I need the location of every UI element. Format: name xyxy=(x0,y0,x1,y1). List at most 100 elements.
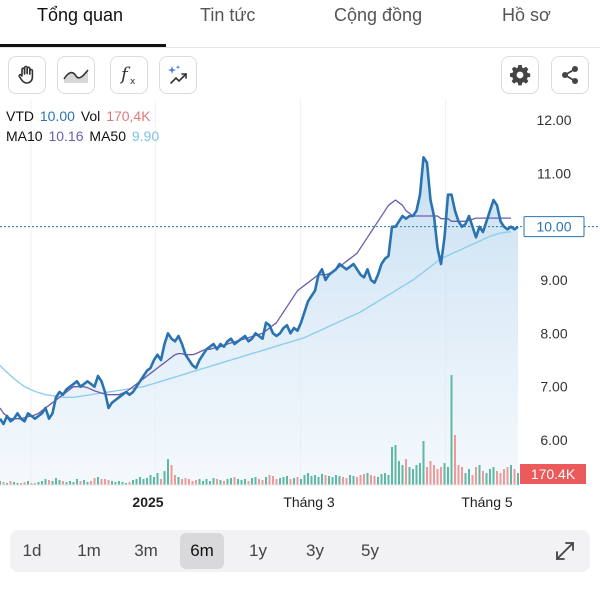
x-tick-label: Tháng 3 xyxy=(283,494,335,510)
volume-bar xyxy=(314,475,316,485)
legend-vol-label: Vol xyxy=(80,108,101,124)
share-button[interactable] xyxy=(551,56,589,94)
volume-bar xyxy=(41,481,43,485)
tab-tin-tuc[interactable]: Tin tức xyxy=(200,5,256,25)
volume-bar xyxy=(219,480,222,485)
volume-bar xyxy=(468,469,470,485)
volume-bar xyxy=(261,480,264,485)
volume-bar xyxy=(471,475,474,485)
volume-bar xyxy=(475,467,477,485)
volume-bar xyxy=(457,465,460,485)
range-1m[interactable]: 1m xyxy=(77,541,101,560)
settings-button[interactable] xyxy=(501,56,539,94)
svg-text:x: x xyxy=(130,77,136,87)
ma50-line xyxy=(0,231,511,398)
range-6m[interactable]: 6m xyxy=(180,533,224,569)
volume-bar xyxy=(83,480,85,485)
volume-bar xyxy=(415,465,418,485)
volume-bar xyxy=(139,477,141,485)
volume-bar xyxy=(9,481,12,485)
range-1d[interactable]: 1d xyxy=(22,541,42,560)
volume-bar xyxy=(125,483,127,485)
volume-bar xyxy=(317,477,320,485)
legend-vol: 170,4K xyxy=(106,108,151,124)
volume-bar xyxy=(258,479,260,485)
volume-bar xyxy=(205,479,208,485)
legend-symbol: VTD xyxy=(6,108,34,124)
volume-bar xyxy=(114,482,117,485)
volume-bar xyxy=(485,473,488,485)
chart-style-button[interactable] xyxy=(57,56,95,94)
volume-bar xyxy=(97,477,99,485)
indicators-button[interactable]: f x xyxy=(110,56,148,94)
volume-bar xyxy=(279,478,281,485)
legend-ma10: 10.16 xyxy=(48,128,84,144)
volume-bar xyxy=(401,465,404,485)
volume-bar xyxy=(30,483,33,485)
volume-bar xyxy=(352,476,355,485)
y-tick-label: 11.00 xyxy=(537,165,571,181)
volume-bar xyxy=(135,479,138,485)
range-1y[interactable]: 1y xyxy=(249,541,267,560)
volume-bar xyxy=(254,477,257,485)
y-tick-label: 12.00 xyxy=(536,112,571,128)
hand-tool-button[interactable] xyxy=(8,56,46,94)
volume-bar xyxy=(349,475,351,485)
volume-bar xyxy=(146,478,148,485)
volume-bar xyxy=(517,473,519,485)
volume-bar xyxy=(300,479,302,485)
volume-bar xyxy=(27,481,29,485)
volume-bar xyxy=(86,482,89,485)
volume-bar xyxy=(44,479,47,485)
gear-icon xyxy=(508,63,532,87)
volume-bar xyxy=(328,476,330,485)
volume-bar xyxy=(34,483,36,485)
volume-bar xyxy=(342,477,344,485)
volume-bar xyxy=(163,471,166,485)
range-3y[interactable]: 3y xyxy=(306,541,324,560)
y-tick-label: 8.00 xyxy=(540,325,567,341)
range-5y[interactable]: 5y xyxy=(361,541,379,560)
volume-bar xyxy=(331,477,334,485)
top-tab-bar: Tổng quan Tin tức Cộng đồng Hồ sơ xyxy=(0,0,600,48)
legend-row-1: VTD 10.00 Vol 170,4K xyxy=(6,108,153,124)
volume-bar xyxy=(160,479,162,485)
volume-bar xyxy=(370,475,372,485)
volume-bar xyxy=(216,479,218,485)
volume-bar xyxy=(429,461,432,485)
tab-cong-dong[interactable]: Cộng đồng xyxy=(334,5,423,25)
volume-bar xyxy=(23,482,26,485)
volume-badge-label: 170.4K xyxy=(531,466,576,482)
volume-bar xyxy=(202,481,204,485)
range-3m[interactable]: 3m xyxy=(134,541,158,560)
share-icon xyxy=(559,64,581,86)
volume-bar xyxy=(272,476,274,485)
volume-bar xyxy=(244,479,246,485)
volume-bar xyxy=(226,479,229,485)
volume-bar xyxy=(198,479,201,485)
ai-insight-button[interactable] xyxy=(159,56,197,94)
volume-bar xyxy=(107,480,110,485)
volume-bar xyxy=(275,479,278,485)
volume-bar xyxy=(51,481,54,485)
price-line xyxy=(0,156,519,426)
volume-bar xyxy=(303,475,306,485)
volume-bar xyxy=(384,473,386,485)
volume-bar xyxy=(233,477,236,485)
volume-bar xyxy=(338,476,341,485)
volume-bar xyxy=(6,483,8,485)
volume-bar xyxy=(62,481,64,485)
volume-bar xyxy=(104,479,106,485)
tab-ho-so[interactable]: Hồ sơ xyxy=(502,5,551,25)
volume-bar xyxy=(153,477,155,485)
volume-bar xyxy=(191,481,194,485)
volume-bar xyxy=(79,481,82,485)
volume-bar xyxy=(436,469,439,485)
price-area xyxy=(0,157,518,486)
active-tab-indicator xyxy=(0,44,166,47)
price-chart[interactable]: 12.00 11.00 10.00 9.00 8.00 7.00 6.00 10.00 170.… xyxy=(0,100,600,520)
volume-bar xyxy=(489,469,491,485)
fullscreen-button[interactable] xyxy=(552,538,578,564)
tab-tong-quan[interactable]: Tổng quan xyxy=(37,5,124,25)
legend-ma10-label: MA10 xyxy=(6,128,43,144)
